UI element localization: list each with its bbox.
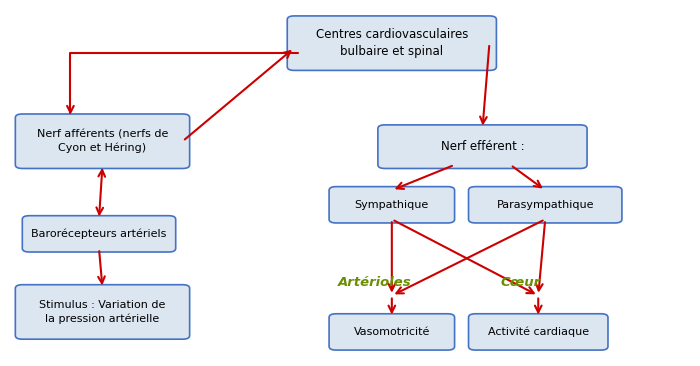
FancyBboxPatch shape — [287, 16, 496, 70]
FancyBboxPatch shape — [329, 187, 454, 223]
Text: Parasympathique: Parasympathique — [496, 200, 594, 210]
Text: Vasomotricité: Vasomotricité — [354, 327, 430, 337]
FancyBboxPatch shape — [468, 187, 622, 223]
FancyBboxPatch shape — [15, 285, 190, 339]
Text: Activité cardiaque: Activité cardiaque — [488, 327, 589, 337]
Text: Centres cardiovasculaires
bulbaire et spinal: Centres cardiovasculaires bulbaire et sp… — [316, 28, 468, 58]
Text: Cœur: Cœur — [500, 276, 541, 290]
FancyBboxPatch shape — [329, 314, 454, 350]
Text: Nerf afférents (nerfs de
Cyon et Héring): Nerf afférents (nerfs de Cyon et Héring) — [37, 129, 168, 153]
Text: Artérioles: Artérioles — [337, 276, 411, 290]
FancyBboxPatch shape — [468, 314, 608, 350]
FancyBboxPatch shape — [378, 125, 587, 168]
FancyBboxPatch shape — [15, 114, 190, 168]
Text: Sympathique: Sympathique — [355, 200, 429, 210]
Text: Barorécepteurs artériels: Barorécepteurs artériels — [32, 229, 167, 239]
Text: Stimulus : Variation de
la pression artérielle: Stimulus : Variation de la pression arté… — [39, 300, 166, 324]
FancyBboxPatch shape — [22, 216, 176, 252]
Text: Nerf efférent :: Nerf efférent : — [441, 140, 524, 153]
